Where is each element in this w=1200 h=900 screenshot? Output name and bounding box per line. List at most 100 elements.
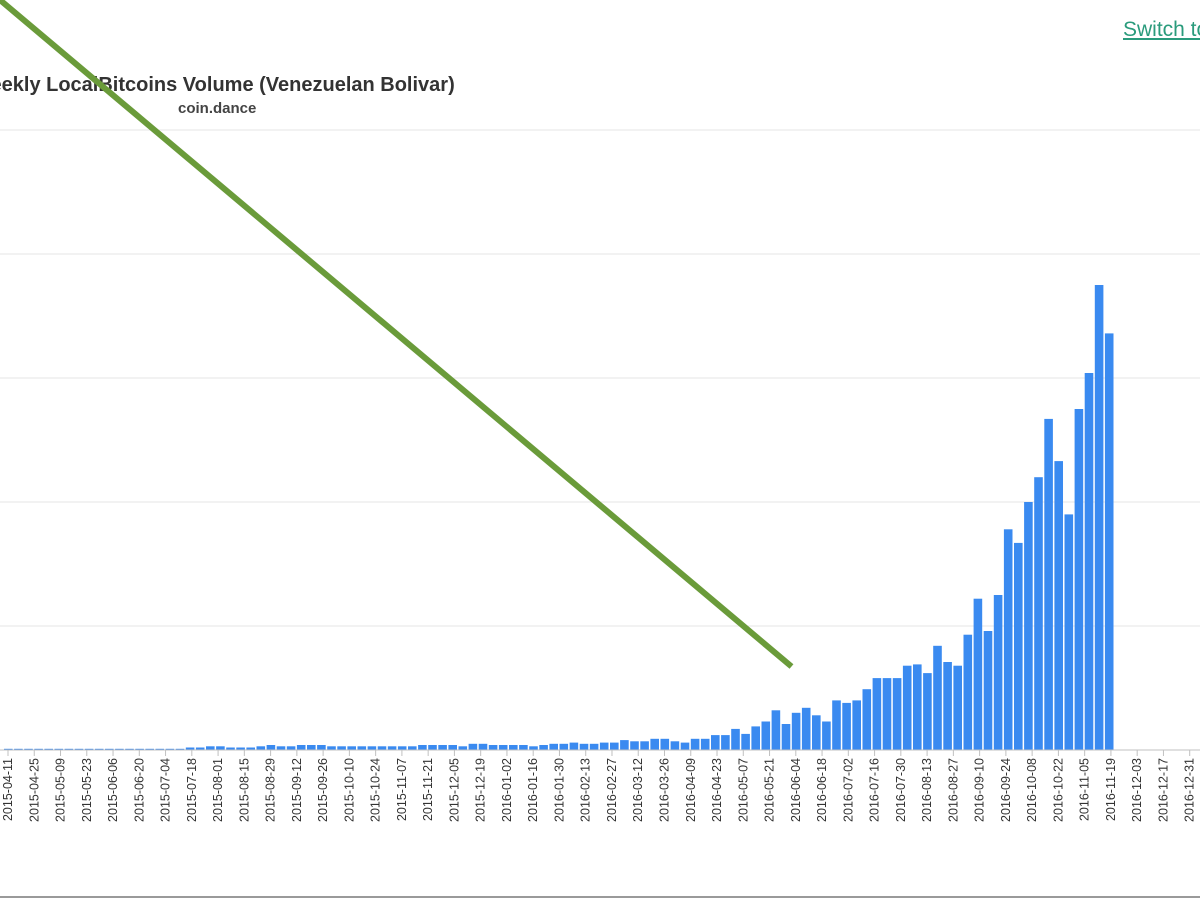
x-tick-label: 2016-07-30 — [894, 758, 908, 822]
bar — [630, 741, 639, 750]
bar — [1064, 514, 1074, 750]
bar — [115, 748, 124, 750]
x-tick-label: 2016-11-05 — [1078, 758, 1092, 821]
bar — [1094, 285, 1104, 750]
x-tick-label: 2016-02-27 — [605, 758, 619, 822]
bar — [438, 745, 447, 750]
bar — [741, 733, 750, 750]
bar — [44, 748, 53, 750]
bar — [478, 743, 488, 750]
bar — [559, 743, 569, 750]
x-axis-tick-labels: 2015-04-11 2015-04-25 2015-05-09 2015-05-23… — [1, 758, 1197, 822]
bar — [610, 742, 619, 750]
bar — [872, 678, 882, 750]
x-tick-label: 2016-12-03 — [1130, 758, 1144, 822]
x-tick-label: 2015-06-20 — [132, 758, 146, 822]
bar — [1084, 373, 1094, 750]
bar — [337, 746, 346, 750]
bar — [458, 746, 468, 750]
bar — [14, 748, 23, 750]
x-tick-label: 2015-11-21 — [421, 758, 435, 821]
bar — [620, 740, 629, 750]
bar — [519, 745, 528, 750]
bar — [842, 702, 851, 750]
x-tick-label: 2015-06-06 — [106, 758, 120, 822]
bar — [1074, 409, 1084, 750]
bar — [771, 710, 781, 750]
x-tick-label: 2016-12-31 — [1183, 758, 1197, 822]
bar — [74, 748, 84, 750]
bar — [902, 665, 912, 750]
x-tick-label: 2016-04-23 — [710, 758, 724, 822]
bar — [135, 748, 144, 750]
bar — [498, 745, 508, 750]
bar — [690, 738, 700, 750]
bar — [751, 726, 760, 750]
x-tick-label: 2016-03-12 — [631, 758, 645, 822]
bar — [670, 741, 680, 750]
x-tick-label: 2016-08-27 — [946, 758, 960, 822]
bar — [812, 715, 821, 750]
bar — [933, 645, 942, 750]
bar — [34, 748, 43, 750]
bar — [529, 746, 538, 750]
x-tick-label: 2016-02-13 — [579, 758, 593, 822]
bar — [711, 735, 720, 750]
bar — [973, 598, 983, 750]
bar — [296, 745, 306, 750]
x-tick-label: 2016-08-13 — [920, 758, 934, 822]
bar — [913, 664, 922, 750]
x-tick-label: 2015-08-01 — [211, 758, 225, 822]
bar — [206, 746, 215, 750]
x-tick-label: 2015-05-23 — [80, 758, 94, 822]
bar — [286, 746, 296, 750]
x-tick-label: 2015-04-25 — [27, 758, 41, 822]
bar — [185, 747, 195, 750]
x-tick-label: 2016-11-19 — [1104, 758, 1118, 821]
bar — [307, 745, 316, 750]
bar — [1104, 333, 1114, 750]
bar — [387, 746, 397, 750]
bar — [236, 747, 245, 750]
bar — [256, 746, 266, 750]
chart-title: Weekly LocalBitcoins Volume (Venezuelan … — [0, 74, 455, 96]
x-tick-label: 2015-12-05 — [447, 758, 461, 822]
bar — [276, 746, 286, 750]
bar — [216, 746, 225, 750]
bar — [882, 678, 892, 750]
x-tick-label: 2016-01-02 — [500, 758, 514, 822]
x-tick-label: 2016-10-08 — [1025, 758, 1039, 822]
bar — [923, 673, 932, 750]
bar-series — [4, 285, 1114, 750]
bar — [266, 745, 276, 750]
bar — [317, 745, 326, 750]
bar — [408, 746, 417, 750]
x-tick-label: 2015-09-26 — [316, 758, 330, 822]
bar — [852, 700, 861, 750]
bar — [832, 700, 841, 750]
bar — [195, 747, 205, 750]
trend-arrow-shaft — [0, 0, 794, 669]
bar — [589, 743, 599, 750]
bar — [680, 742, 690, 750]
bar — [327, 746, 336, 750]
bar — [357, 746, 367, 750]
x-tick-label: 2015-12-19 — [474, 758, 488, 822]
bar — [418, 745, 427, 750]
bar — [1003, 529, 1013, 750]
x-tick-label: 2016-05-21 — [763, 758, 777, 822]
bar — [377, 746, 387, 750]
x-axis-ticks — [7, 750, 1191, 756]
bar — [347, 746, 356, 750]
switch-view-link[interactable]: Switch to — [1123, 18, 1200, 41]
bar — [468, 743, 478, 750]
bar — [731, 728, 740, 750]
bar — [993, 595, 1003, 750]
bar — [943, 662, 952, 750]
bar — [781, 724, 791, 750]
bar — [64, 748, 74, 750]
bar — [953, 665, 962, 750]
bar — [1024, 502, 1033, 750]
bar — [84, 748, 94, 750]
